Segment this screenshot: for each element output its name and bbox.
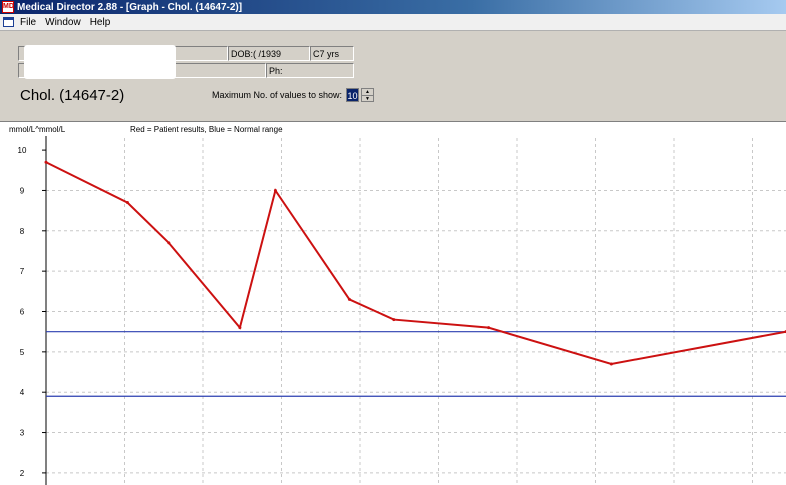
menu-bar: File Window Help bbox=[0, 14, 786, 31]
window-titlebar[interactable]: MD Medical Director 2.88 - [Graph - Chol… bbox=[0, 0, 786, 14]
patient-result-point bbox=[487, 326, 491, 330]
y-tick-label: 3 bbox=[20, 429, 25, 438]
graph-area: mmol/L^mmol/L Red = Patient results, Blu… bbox=[0, 122, 786, 485]
spin-down-icon[interactable]: ▼ bbox=[362, 95, 373, 102]
y-tick-label: 4 bbox=[20, 388, 25, 397]
y-tick-label: 9 bbox=[20, 186, 25, 195]
y-tick-label: 10 bbox=[18, 146, 27, 155]
patient-result-point bbox=[44, 160, 48, 164]
patient-result-point bbox=[273, 188, 277, 192]
y-tick-label: 8 bbox=[20, 227, 25, 236]
patient-result-point bbox=[609, 362, 613, 366]
cholesterol-chart: 2 3 4 5 6 7 8 9 10 bbox=[18, 136, 786, 485]
max-values-input[interactable]: 10 bbox=[346, 88, 359, 102]
patient-result-point bbox=[167, 241, 171, 245]
max-values-spinner[interactable]: ▲ ▼ bbox=[361, 88, 374, 102]
menu-help[interactable]: Help bbox=[89, 16, 111, 28]
patient-age-field: C7 yrs bbox=[310, 46, 354, 61]
legend-text: Red = Patient results, Blue = Normal ran… bbox=[130, 125, 283, 134]
patient-phone-field: Ph: bbox=[266, 63, 354, 78]
patient-results-line bbox=[45, 161, 786, 365]
spin-up-icon[interactable]: ▲ bbox=[365, 89, 370, 95]
medical-director-logo-icon[interactable]: MD bbox=[2, 1, 14, 13]
menu-file[interactable]: File bbox=[20, 16, 37, 28]
menu-window[interactable]: Window bbox=[45, 16, 81, 28]
patient-dob-field: DOB:( /1939 bbox=[228, 46, 310, 61]
max-values-label: Maximum No. of values to show: bbox=[212, 90, 343, 100]
patient-result-point bbox=[392, 318, 396, 322]
chart-title: Chol. (14647-2) bbox=[20, 87, 125, 104]
patient-result-point bbox=[238, 326, 242, 330]
window-title: Medical Director 2.88 - [Graph - Chol. (… bbox=[17, 1, 243, 13]
y-tick-label: 5 bbox=[20, 348, 25, 357]
y-tick-label: 7 bbox=[20, 267, 25, 276]
patient-result-point bbox=[347, 297, 351, 301]
patient-result-point bbox=[125, 201, 129, 205]
document-window-icon[interactable] bbox=[3, 17, 14, 27]
redaction-block bbox=[24, 45, 176, 79]
patient-header-panel: DOB:( /1939 C7 yrs Ph: bbox=[0, 31, 786, 123]
y-axis-units-label: mmol/L^mmol/L bbox=[9, 125, 66, 134]
y-tick-label: 6 bbox=[20, 308, 25, 317]
y-tick-label: 2 bbox=[20, 469, 25, 478]
